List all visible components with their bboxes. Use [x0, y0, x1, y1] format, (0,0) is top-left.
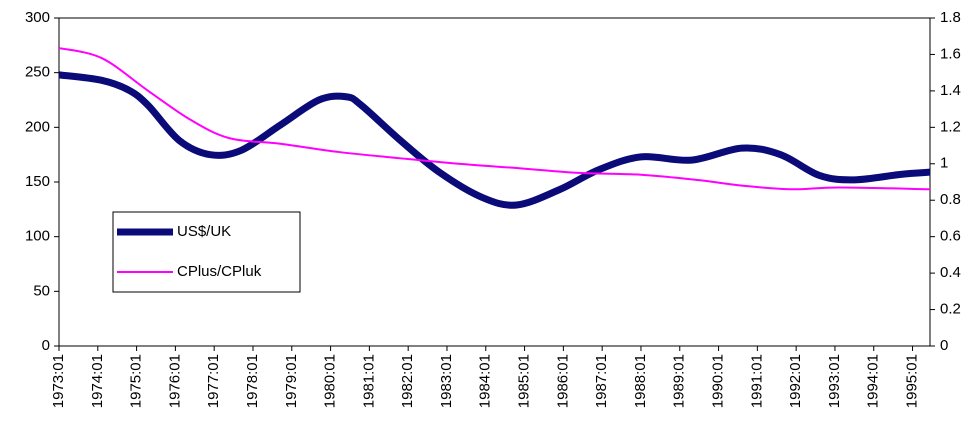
x-tick-label: 1995:01	[904, 354, 921, 408]
y2-tick-label: 1.6	[940, 45, 961, 62]
x-tick-label: 1988:01	[632, 354, 649, 408]
x-tick-label: 1977:01	[205, 354, 222, 408]
legend-label: US$/UK	[177, 223, 231, 240]
x-tick-label: 1975:01	[128, 354, 145, 408]
y2-tick-label: 1.8	[940, 9, 961, 26]
y2-tick-label: 0	[940, 337, 948, 354]
y2-tick-label: 1.4	[940, 82, 961, 99]
x-tick-label: 1989:01	[671, 354, 688, 408]
y2-tick-label: 0.8	[940, 191, 961, 208]
x-tick-label: 1987:01	[593, 354, 610, 408]
x-tick-label: 1990:01	[710, 354, 727, 408]
legend-box	[112, 211, 301, 293]
y2-tick-label: 1	[940, 155, 948, 172]
y2-tick-label: 0.6	[940, 228, 961, 245]
legend-label: CPlus/CPluk	[177, 263, 262, 280]
x-tick-label: 1981:01	[360, 354, 377, 408]
y-tick-label: 300	[25, 9, 50, 26]
y-tick-label: 200	[25, 118, 50, 135]
x-tick-label: 1983:01	[438, 354, 455, 408]
y2-tick-label: 1.2	[940, 118, 961, 135]
y2-tick-label: 0.2	[940, 301, 961, 318]
x-tick-label: 1991:01	[748, 354, 765, 408]
x-tick-label: 1982:01	[399, 354, 416, 408]
x-tick-label: 1980:01	[322, 354, 339, 408]
x-tick-label: 1979:01	[283, 354, 300, 408]
y2-tick-label: 0.4	[940, 264, 961, 281]
series-line	[58, 47, 931, 191]
x-tick-label: 1986:01	[554, 354, 571, 408]
x-tick-label: 1974:01	[89, 354, 106, 408]
x-tick-label: 1992:01	[787, 354, 804, 408]
x-tick-label: 1985:01	[516, 354, 533, 408]
x-tick-label: 1984:01	[477, 354, 494, 408]
y-tick-label: 100	[25, 228, 50, 245]
x-tick-label: 1993:01	[826, 354, 843, 408]
y-tick-label: 150	[25, 173, 50, 190]
x-tick-label: 1976:01	[166, 354, 183, 408]
y-tick-label: 0	[42, 337, 50, 354]
x-tick-label: 1978:01	[244, 354, 261, 408]
x-tick-label: 1994:01	[865, 354, 882, 408]
x-tick-label: 1973:01	[50, 354, 67, 408]
plot-frame	[58, 17, 931, 347]
series-line	[58, 71, 931, 209]
y-tick-label: 250	[25, 64, 50, 81]
y-tick-label: 50	[33, 282, 50, 299]
